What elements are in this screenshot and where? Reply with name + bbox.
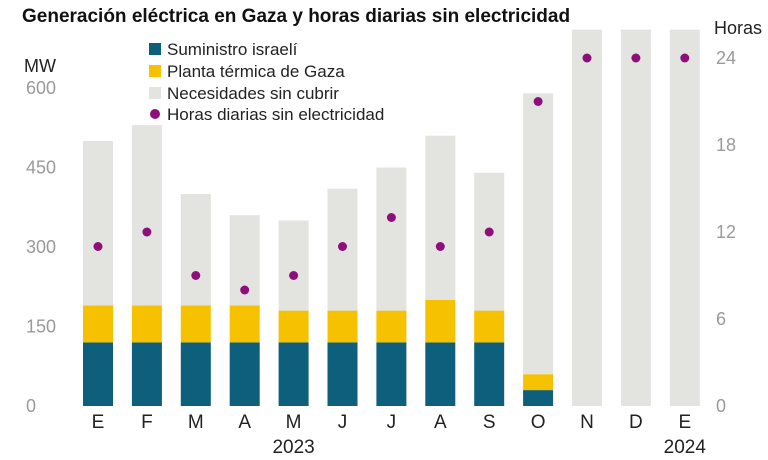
year-label: 2024 bbox=[664, 437, 707, 458]
bar-segment-israeli bbox=[131, 342, 162, 406]
bar-segment-unmet bbox=[131, 125, 162, 306]
legend-swatch-israeli bbox=[149, 43, 161, 55]
left-tick-label: 600 bbox=[26, 78, 56, 98]
x-tick-label: F bbox=[141, 412, 153, 433]
right-tick-label: 0 bbox=[716, 396, 726, 416]
x-tick-label: J bbox=[387, 412, 397, 433]
left-axis-ticks: 0 150 300 450 600 bbox=[26, 78, 56, 416]
legend-swatch-plant bbox=[149, 65, 161, 77]
bar-segment-israeli bbox=[327, 342, 358, 406]
left-tick-label: 150 bbox=[26, 317, 56, 337]
x-tick-label: M bbox=[188, 412, 204, 433]
hours-point bbox=[386, 213, 396, 222]
bar-segment-plant bbox=[83, 305, 113, 343]
hours-points bbox=[93, 53, 690, 295]
legend-item-israeli: Suministro israelí bbox=[149, 40, 298, 59]
left-tick-label: 0 bbox=[26, 396, 36, 416]
x-tick-label: J bbox=[338, 412, 348, 433]
bar-segment-unmet bbox=[180, 194, 211, 306]
hours-point bbox=[631, 53, 641, 63]
hours-point bbox=[435, 242, 445, 251]
hours-point bbox=[93, 242, 103, 251]
bar-segment-unmet bbox=[474, 172, 505, 311]
bar-segment-plant bbox=[180, 305, 211, 343]
hours-point bbox=[191, 271, 201, 280]
bar-segment-unmet bbox=[669, 29, 700, 406]
x-tick-label: O bbox=[531, 412, 546, 433]
bar-segment-israeli bbox=[180, 342, 211, 406]
x-tick-label: N bbox=[580, 412, 594, 433]
hours-point bbox=[240, 285, 250, 295]
legend-item-unmet: Necesidades sin cubrir bbox=[149, 84, 339, 103]
bar-segment-plant bbox=[474, 310, 505, 343]
year-labels: 2023 2024 bbox=[272, 437, 706, 458]
legend-item-plant: Planta térmica de Gaza bbox=[149, 62, 345, 81]
bar-segment-unmet bbox=[83, 141, 113, 306]
right-tick-label: 12 bbox=[716, 222, 736, 242]
bar-segment-israeli bbox=[278, 342, 309, 406]
x-tick-label: A bbox=[434, 412, 447, 433]
legend-label-unmet: Necesidades sin cubrir bbox=[167, 84, 339, 103]
bar-segment-plant bbox=[425, 300, 456, 343]
bar-segment-unmet bbox=[572, 29, 602, 406]
bar-segment-unmet bbox=[425, 135, 456, 300]
right-tick-label: 18 bbox=[716, 135, 736, 155]
right-axis-unit: Horas bbox=[714, 18, 762, 38]
bar-segment-plant bbox=[131, 305, 162, 343]
legend-label-israeli: Suministro israelí bbox=[167, 40, 298, 59]
bar-segment-israeli bbox=[474, 342, 505, 406]
legend-label-hours: Horas diarias sin electricidad bbox=[167, 105, 384, 124]
x-tick-label: D bbox=[629, 412, 643, 433]
bar-segment-unmet bbox=[523, 93, 554, 375]
hours-point bbox=[338, 242, 347, 251]
legend-swatch-hours bbox=[150, 109, 160, 119]
year-label: 2023 bbox=[272, 437, 314, 458]
bar-segment-unmet bbox=[620, 29, 651, 406]
left-tick-label: 450 bbox=[26, 158, 56, 178]
legend-item-hours: Horas diarias sin electricidad bbox=[150, 105, 384, 124]
bar-segment-unmet bbox=[278, 220, 309, 311]
legend: Suministro israelí Planta térmica de Gaz… bbox=[149, 40, 384, 124]
hours-point bbox=[289, 271, 299, 280]
hours-point bbox=[142, 227, 152, 237]
x-tick-label: S bbox=[483, 412, 496, 433]
x-tick-label: E bbox=[678, 412, 691, 433]
bar-segment-israeli bbox=[83, 342, 113, 406]
left-tick-label: 300 bbox=[26, 237, 56, 257]
bar-segment-israeli bbox=[229, 342, 260, 406]
bar-segment-plant bbox=[376, 310, 407, 343]
bar-segment-plant bbox=[327, 310, 358, 343]
bar-segment-israeli bbox=[523, 390, 554, 406]
bar-segment-israeli bbox=[376, 342, 407, 406]
chart-title: Generación eléctrica en Gaza y horas dia… bbox=[22, 6, 570, 27]
hours-point bbox=[582, 53, 592, 63]
bar-segment-unmet bbox=[376, 167, 407, 311]
bar-segment-plant bbox=[278, 310, 309, 343]
bar-segment-plant bbox=[229, 305, 260, 343]
right-axis-ticks: 0 6 12 18 24 bbox=[716, 48, 736, 416]
bars bbox=[83, 29, 700, 406]
legend-label-plant: Planta térmica de Gaza bbox=[167, 62, 345, 81]
bar-segment-israeli bbox=[425, 342, 456, 406]
hours-point bbox=[533, 97, 543, 106]
hours-point bbox=[680, 53, 690, 63]
right-tick-label: 6 bbox=[716, 309, 726, 329]
left-axis-unit: MW bbox=[24, 56, 56, 76]
right-tick-label: 24 bbox=[716, 48, 736, 68]
legend-swatch-unmet bbox=[149, 87, 161, 99]
x-tick-label: A bbox=[238, 412, 251, 433]
bar-segment-plant bbox=[523, 374, 554, 391]
hours-point bbox=[484, 227, 494, 237]
x-tick-label: M bbox=[286, 412, 302, 433]
x-tick-label: E bbox=[92, 412, 105, 433]
